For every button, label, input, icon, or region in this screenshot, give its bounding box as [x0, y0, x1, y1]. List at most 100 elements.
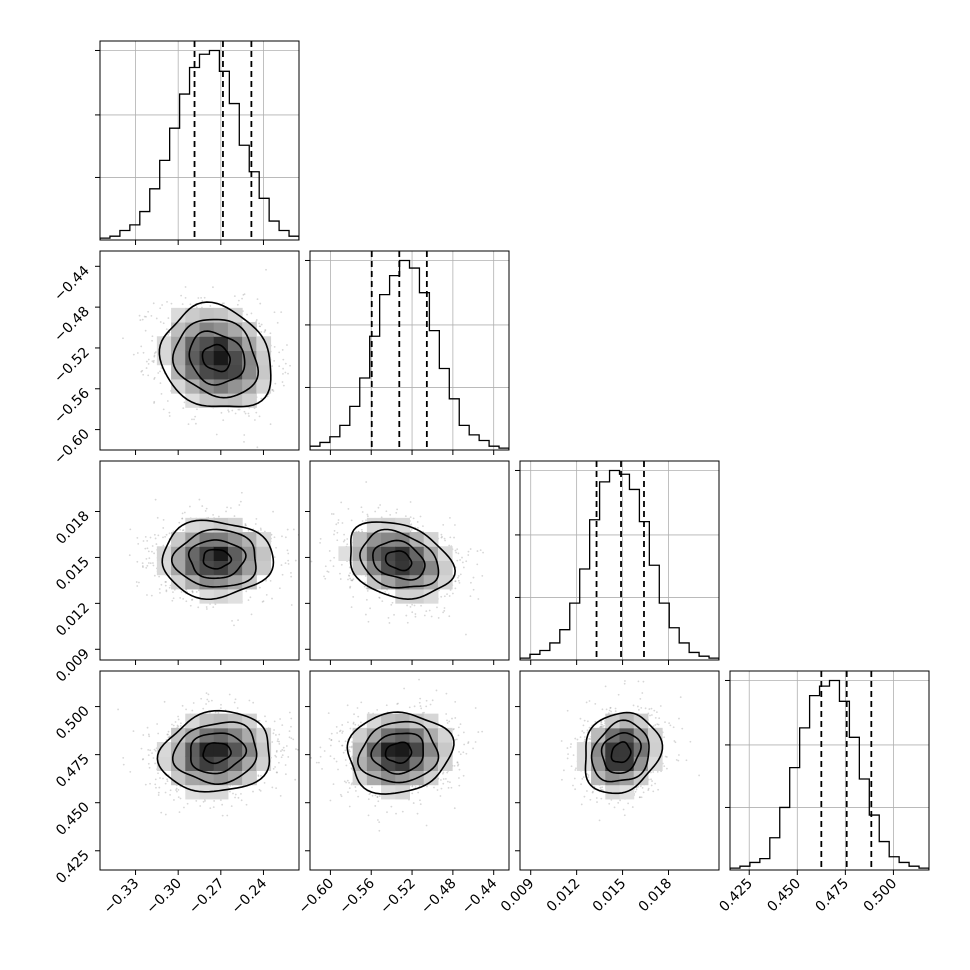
scatter-point — [406, 604, 409, 607]
scatter-point — [348, 566, 351, 569]
scatter-point — [377, 506, 380, 509]
histogram-frame-4 — [729, 670, 930, 871]
scatter-point — [275, 546, 277, 549]
scatter-point — [226, 814, 229, 817]
scatter-point — [157, 732, 160, 735]
histogram-step-1 — [100, 49, 299, 240]
scatter-point — [181, 517, 184, 520]
density-bin — [366, 574, 382, 590]
scatter-point — [192, 702, 195, 704]
scatter-point — [157, 534, 160, 537]
scatter-point — [158, 786, 161, 789]
scatter-point — [469, 595, 472, 598]
scatter-point — [197, 297, 200, 299]
scatter-point — [264, 329, 267, 331]
density-bin — [366, 560, 382, 576]
scatter-point — [340, 795, 343, 798]
scatter-point — [341, 522, 344, 524]
scatter-point — [198, 498, 201, 501]
scatter-point — [299, 401, 301, 403]
scatter-point — [233, 624, 235, 627]
density-panel-4-1 — [99, 670, 300, 871]
scatter-point — [132, 353, 135, 356]
scatter-point — [157, 372, 160, 374]
scatter-point — [144, 329, 147, 332]
scatter-point — [243, 434, 246, 436]
scatter-point — [395, 511, 398, 514]
contour-level-3-1-3 — [170, 528, 257, 588]
scatter-point — [233, 701, 236, 704]
scatter-point — [151, 752, 153, 755]
scatter-point — [146, 564, 149, 567]
scatter-point — [191, 418, 193, 421]
scatter-point — [238, 408, 241, 411]
scatter-point — [409, 524, 412, 527]
scatter-point — [271, 365, 273, 367]
scatter-point — [156, 516, 159, 519]
scatter-point — [366, 515, 369, 518]
scatter-point — [233, 295, 236, 298]
histogram-panel-4 — [725, 670, 930, 871]
scatter-point — [165, 328, 168, 331]
scatter-point — [138, 314, 141, 317]
scatter-point — [157, 772, 159, 775]
scatter-point — [328, 550, 331, 552]
scatter-point — [225, 510, 227, 513]
scatter-point — [155, 786, 157, 789]
scatter-point — [177, 718, 180, 721]
contour-level-2-1-3 — [171, 318, 260, 399]
scatter-point — [339, 578, 342, 580]
scatter-point — [395, 812, 397, 815]
scatter-point — [409, 516, 412, 518]
scatter-point — [142, 566, 144, 568]
density-bin — [185, 742, 200, 757]
scatter-point — [287, 559, 290, 562]
density-bin — [227, 713, 243, 729]
scatter-point — [284, 536, 287, 539]
scatter-point — [461, 561, 464, 564]
scatter-point — [136, 352, 139, 354]
scatter-point — [279, 750, 282, 753]
scatter-point — [200, 697, 203, 700]
scatter-point — [153, 402, 155, 404]
scatter-point — [242, 293, 245, 296]
scatter-point — [465, 560, 468, 563]
scatter-point — [272, 767, 275, 770]
scatter-point — [442, 611, 445, 614]
density-bin — [171, 532, 186, 547]
density-bin — [352, 532, 368, 547]
scatter-point — [141, 758, 144, 761]
scatter-point — [354, 723, 357, 726]
scatter-point — [258, 415, 261, 418]
scatter-point — [141, 562, 144, 565]
scatter-point — [171, 723, 173, 726]
scatter-point — [149, 562, 152, 565]
scatter-point — [428, 609, 431, 612]
density-bin — [213, 727, 229, 743]
scatter-point — [414, 613, 417, 615]
density-bin — [213, 532, 229, 547]
scatter-point — [252, 790, 254, 793]
scatter-point — [152, 564, 155, 567]
scatter-point — [259, 790, 262, 792]
scatter-point — [209, 807, 212, 810]
scatter-point — [274, 754, 277, 757]
scatter-point — [448, 595, 451, 597]
scatter-point — [203, 296, 206, 299]
scatter-point — [423, 614, 426, 617]
scatter-point — [425, 699, 428, 702]
scatter-point — [332, 565, 335, 568]
scatter-point — [232, 792, 234, 795]
scatter-point — [343, 533, 345, 536]
scatter-point — [365, 481, 368, 483]
density-bin — [423, 574, 439, 590]
density-bin — [213, 546, 229, 561]
scatter-point — [185, 600, 188, 603]
scatter-point — [281, 748, 284, 751]
scatter-point — [411, 603, 414, 606]
scatter-point — [165, 533, 168, 536]
scatter-point — [278, 351, 281, 354]
scatter-point — [243, 293, 246, 295]
scatter-point — [165, 589, 168, 592]
scatter-point — [406, 621, 409, 624]
